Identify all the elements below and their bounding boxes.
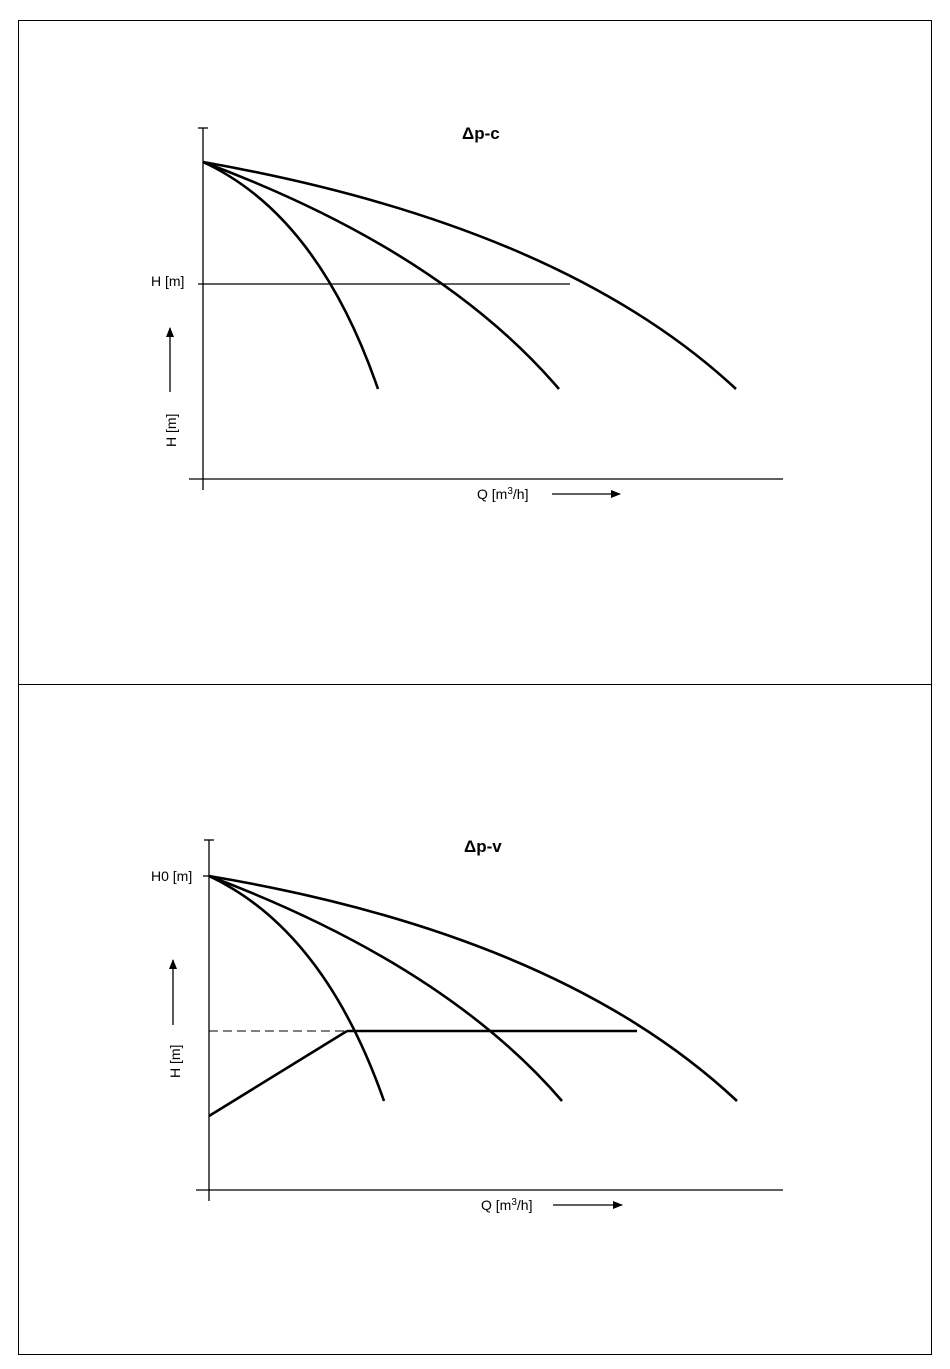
panel-dp-v [18, 684, 932, 1355]
y-axis-label: H [m] [167, 1045, 183, 1078]
pump-curve-high [208, 874, 738, 1102]
pump-curve-high [202, 160, 737, 390]
pump-curve-low [208, 874, 386, 1102]
h0-label: H0 [m] [151, 868, 192, 884]
setpoint-label: H [m] [151, 273, 184, 289]
pump-curve-low [202, 160, 380, 390]
control-line-ramp [208, 1029, 348, 1118]
panel-dp-c [18, 20, 932, 685]
y-axis-label: H [m] [163, 414, 179, 447]
dp-v-diagram: Δp-v H0 [m] H [m] Q [m3/h] [151, 837, 783, 1213]
x-axis-label: Q [m3/h] [481, 1197, 532, 1214]
diagram-title: Δp-c [462, 124, 500, 143]
pump-curve-mid [208, 874, 563, 1102]
x-axis-label: Q [m3/h] [477, 486, 528, 503]
dp-c-diagram: Δp-c H [m] H [m] Q [m3/h] [151, 124, 783, 502]
pump-curve-mid [202, 160, 560, 390]
diagram-title: Δp-v [464, 837, 502, 856]
